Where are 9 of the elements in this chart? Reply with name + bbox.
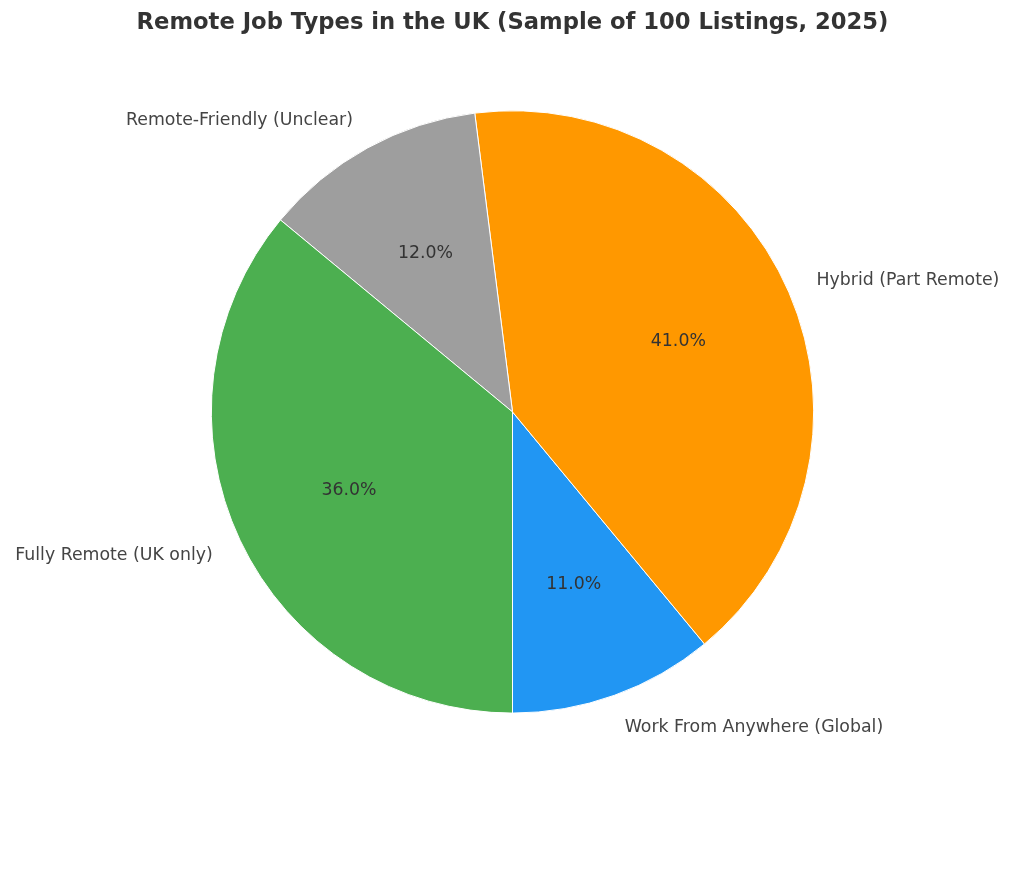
data-label: 12.0%	[397, 242, 453, 263]
slice-label: Remote-Friendly (Unclear)	[125, 109, 353, 130]
slice-label: Fully Remote (UK only)	[15, 544, 213, 565]
data-label: 41.0%	[650, 329, 706, 350]
data-label: 36.0%	[321, 479, 377, 500]
data-label: 11.0%	[546, 573, 602, 594]
chart-title: Remote Job Types in the UK (Sample of 100 Listings, 2025)	[136, 7, 889, 34]
slice-label: Work From Anywhere (Global)	[624, 716, 884, 737]
slice-label: Hybrid (Part Remote)	[816, 269, 1000, 290]
